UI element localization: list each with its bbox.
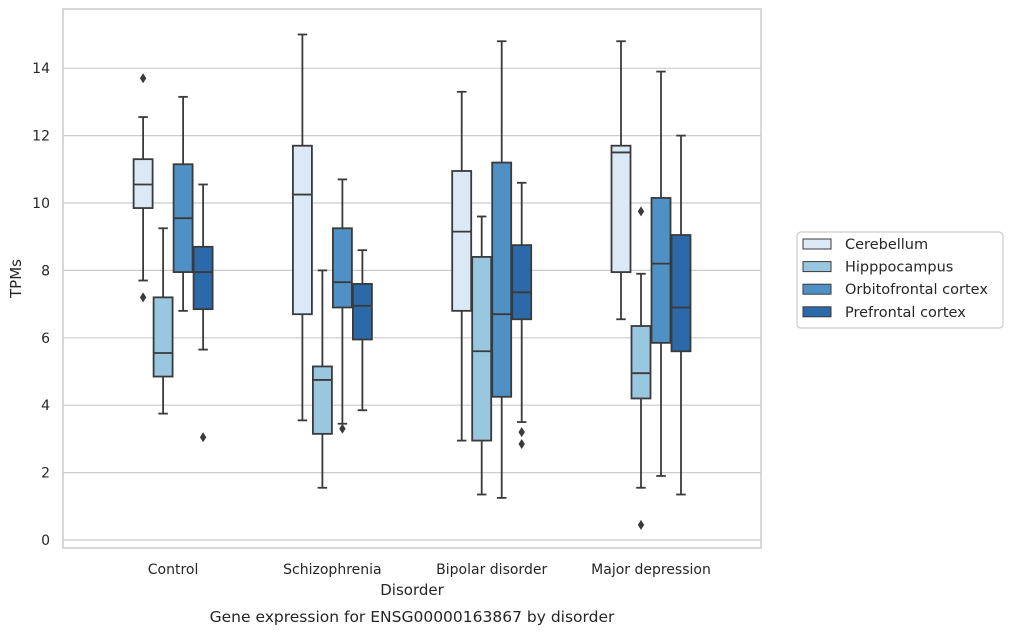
- y-tick-label: 6: [41, 331, 50, 347]
- box-iqr: [331, 227, 353, 309]
- outlier-point: [339, 423, 346, 434]
- outlier-point: [518, 427, 525, 438]
- box-cerebellum-3: [610, 40, 632, 321]
- box-prefrontal-cortex-0: [192, 183, 214, 443]
- x-tick-label: Schizophrenia: [283, 562, 381, 578]
- x-tick-label: Control: [148, 562, 199, 578]
- boxplot-marks: [132, 33, 692, 530]
- y-axis-title: TPMs: [7, 259, 25, 299]
- box-orbitofrontal-cortex-3: [650, 70, 672, 477]
- legend-swatch: [802, 261, 832, 273]
- legend-label: Hipppocampus: [845, 260, 953, 276]
- x-tick-label: Major depression: [591, 562, 711, 578]
- legend-swatch: [802, 306, 832, 318]
- box-orbitofrontal-cortex-2: [491, 40, 513, 499]
- box-iqr: [291, 144, 313, 316]
- box-iqr: [491, 161, 513, 398]
- box-prefrontal-cortex-1: [351, 249, 373, 412]
- outlier-point: [139, 292, 147, 303]
- outlier-point: [637, 206, 645, 217]
- box-iqr: [650, 197, 672, 344]
- box-hipppocampus-3: [630, 206, 652, 530]
- box-iqr: [351, 282, 373, 341]
- outlier-point: [199, 432, 207, 443]
- y-tick-label: 14: [32, 61, 50, 77]
- legend-swatch: [802, 238, 832, 250]
- box-cerebellum-0: [132, 73, 154, 303]
- y-tick-label: 10: [32, 196, 50, 212]
- outlier-point: [139, 73, 147, 84]
- figure-caption: Gene expression for ENSG00000163867 by d…: [210, 608, 615, 626]
- legend-label: Cerebellum: [845, 237, 928, 253]
- box-orbitofrontal-cortex-0: [172, 95, 194, 312]
- box-iqr: [511, 244, 533, 321]
- y-tick-label: 8: [41, 263, 50, 279]
- legend: Cerebellum Hipppocampus Orbitofrontal cort…: [796, 231, 1004, 329]
- box-hipppocampus-0: [152, 227, 174, 415]
- x-axis-title: Disorder: [380, 581, 444, 599]
- y-tick-label: 12: [32, 129, 50, 145]
- legend-frame: [796, 231, 1004, 329]
- outlier-point: [637, 519, 645, 530]
- y-tick-label: 2: [41, 466, 50, 482]
- box-hipppocampus-1: [311, 269, 333, 489]
- box-iqr: [152, 296, 174, 378]
- x-tick-label: Bipolar disorder: [436, 562, 547, 578]
- box-iqr: [311, 365, 333, 435]
- box-cerebellum-1: [291, 33, 313, 422]
- plot-area-frame: [62, 8, 762, 549]
- legend-swatch: [802, 283, 832, 295]
- box-orbitofrontal-cortex-1: [331, 178, 353, 434]
- box-iqr: [610, 144, 632, 273]
- x-axis-ticks: Control Schizophrenia Bipolar disorder Majo…: [148, 562, 711, 578]
- box-iqr: [451, 170, 473, 312]
- y-tick-label: 0: [41, 533, 50, 549]
- box-prefrontal-cortex-2: [511, 181, 533, 449]
- y-tick-label: 4: [41, 398, 50, 414]
- box-iqr: [471, 256, 493, 442]
- y-axis-ticks: 0 2 4 6 8 10 12 14: [32, 61, 50, 549]
- box-iqr: [670, 234, 692, 353]
- outlier-point: [518, 438, 525, 449]
- box-cerebellum-2: [451, 90, 473, 442]
- box-prefrontal-cortex-3: [670, 134, 692, 496]
- box-iqr: [630, 325, 652, 400]
- legend-label: Prefrontal cortex: [845, 305, 966, 321]
- box-iqr: [192, 245, 214, 311]
- legend-label: Orbitofrontal cortex: [845, 282, 988, 298]
- box-hipppocampus-2: [471, 215, 493, 496]
